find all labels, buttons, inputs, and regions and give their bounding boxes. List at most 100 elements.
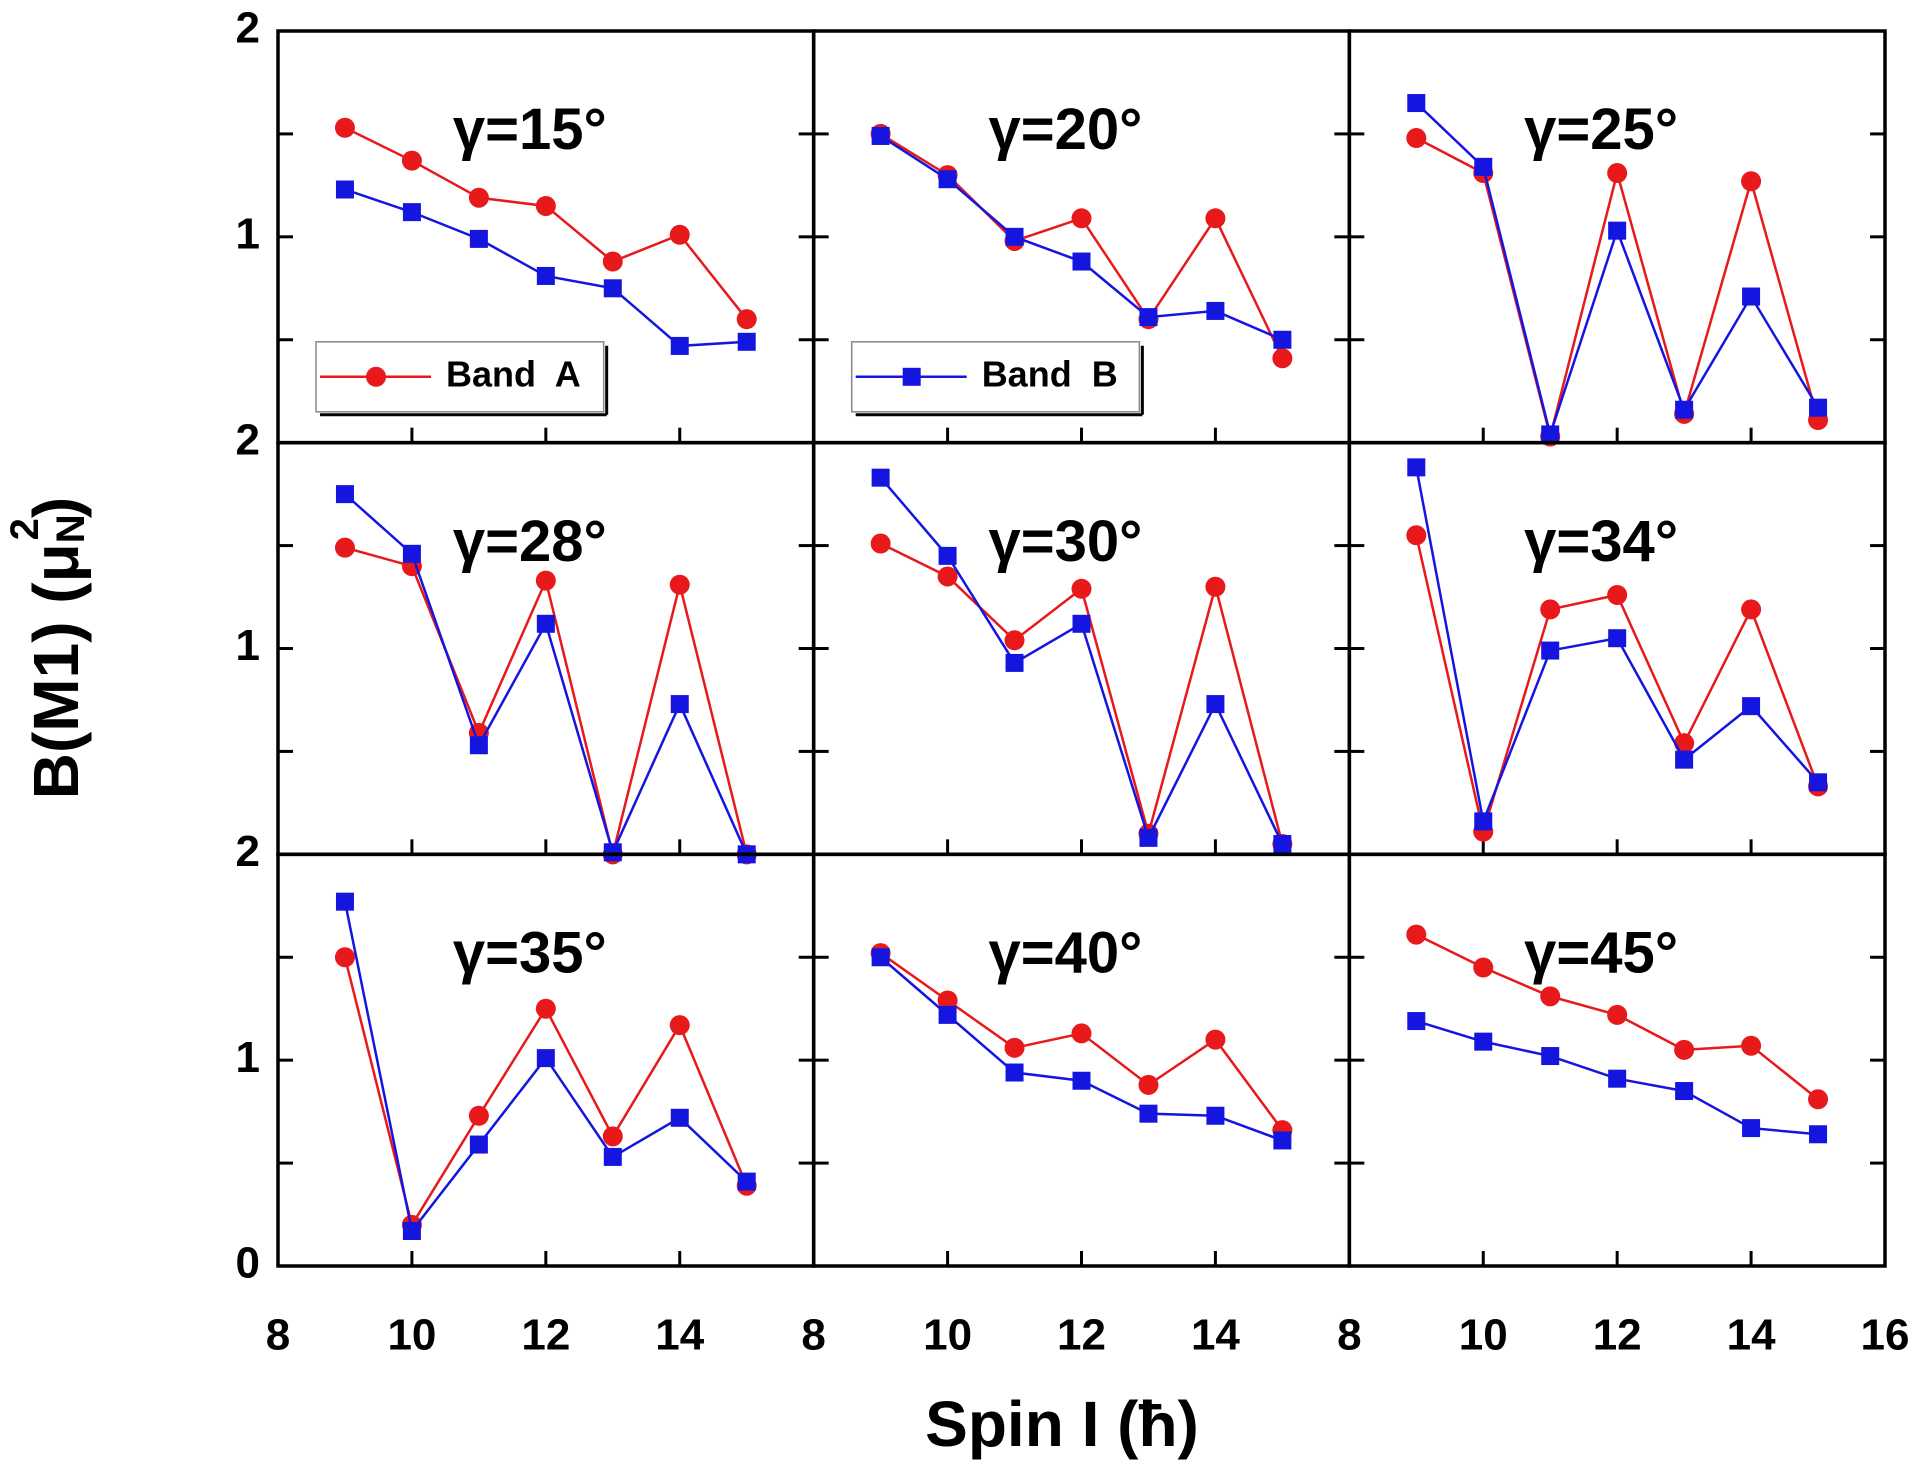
- y-label-text: B(M1) (μ: [20, 543, 92, 799]
- marker: [737, 1172, 756, 1191]
- marker: [1541, 425, 1560, 444]
- y-tick-label: 0: [236, 1239, 260, 1288]
- marker: [670, 1108, 689, 1127]
- marker: [469, 736, 488, 755]
- x-tick-label: 8: [1337, 1311, 1361, 1360]
- marker: [1205, 208, 1226, 229]
- marker: [1742, 697, 1761, 716]
- y-axis-label: B(M1) (μN2): [3, 497, 93, 799]
- marker: [1004, 630, 1025, 651]
- marker: [1071, 578, 1092, 599]
- marker: [334, 117, 355, 138]
- marker: [1205, 1029, 1226, 1050]
- legend-label: Band A: [446, 353, 581, 394]
- marker: [1139, 828, 1158, 847]
- marker: [1809, 398, 1828, 417]
- marker: [1139, 1104, 1158, 1123]
- legend-label: Band B: [982, 353, 1118, 394]
- marker: [669, 574, 690, 595]
- panel: γ=45° 8 10 12 14 16: [1337, 852, 1910, 1360]
- marker: [402, 1222, 421, 1241]
- marker: [1674, 733, 1695, 754]
- x-tick-label: 12: [1057, 1311, 1106, 1360]
- marker: [871, 126, 890, 145]
- x-tick-label: 16: [1861, 1311, 1910, 1360]
- marker: [603, 1147, 622, 1166]
- marker: [1742, 1119, 1761, 1138]
- marker: [1809, 1125, 1828, 1144]
- marker: [1474, 1032, 1493, 1051]
- panel-title: γ=25°: [1524, 97, 1678, 162]
- marker: [1675, 1082, 1694, 1101]
- marker: [335, 892, 354, 911]
- x-tick-label: 8: [801, 1311, 825, 1360]
- marker: [1071, 1023, 1092, 1044]
- marker: [1406, 525, 1427, 546]
- marker: [1139, 308, 1158, 327]
- x-tick-label: 14: [655, 1311, 704, 1360]
- marker: [938, 1005, 957, 1024]
- marker: [1741, 171, 1762, 192]
- marker: [1206, 1106, 1225, 1125]
- marker: [1540, 599, 1561, 620]
- panel-title: γ=34°: [1524, 509, 1678, 574]
- y-label-sub: N: [49, 514, 93, 543]
- marker: [1072, 1071, 1091, 1090]
- marker: [1407, 1012, 1426, 1031]
- marker: [1474, 157, 1493, 176]
- marker: [1005, 653, 1024, 672]
- marker: [603, 843, 622, 862]
- marker: [1205, 576, 1226, 597]
- marker: [536, 1049, 555, 1068]
- legend-marker: [366, 366, 387, 387]
- marker: [1138, 1074, 1159, 1095]
- marker: [670, 695, 689, 714]
- marker: [468, 187, 489, 208]
- marker: [1005, 227, 1024, 246]
- marker: [1541, 641, 1560, 660]
- marker: [1675, 750, 1694, 769]
- panel-title: γ=28°: [453, 509, 607, 574]
- panel-title: γ=35°: [453, 921, 607, 986]
- x-tick-label: 8: [266, 1311, 290, 1360]
- marker: [937, 566, 958, 587]
- panel-frame: [1347, 440, 1887, 857]
- marker: [1474, 812, 1493, 831]
- marker: [870, 533, 891, 554]
- marker: [1607, 163, 1628, 184]
- panel-title: γ=40°: [989, 921, 1143, 986]
- panel-title: γ=30°: [989, 509, 1143, 574]
- marker: [402, 544, 421, 563]
- marker: [1071, 208, 1092, 229]
- y-tick-label: 2: [236, 415, 260, 464]
- x-tick-label: 10: [1459, 1311, 1508, 1360]
- panel-frame: [1347, 852, 1887, 1268]
- marker: [1407, 94, 1426, 113]
- marker: [1406, 924, 1427, 945]
- y-tick-label: 1: [236, 209, 260, 258]
- series-line: [879, 132, 1284, 359]
- marker: [535, 570, 556, 591]
- marker: [871, 468, 890, 487]
- marker: [1406, 128, 1427, 149]
- marker: [602, 251, 623, 272]
- marker: [1407, 458, 1426, 477]
- marker: [1607, 1004, 1628, 1025]
- marker: [1607, 584, 1628, 605]
- marker: [335, 180, 354, 199]
- marker: [1741, 599, 1762, 620]
- marker: [1273, 835, 1292, 854]
- marker: [938, 546, 957, 565]
- marker: [401, 150, 422, 171]
- marker: [1072, 252, 1091, 271]
- marker: [1675, 400, 1694, 419]
- marker: [871, 948, 890, 967]
- y-tick-label: 2: [236, 4, 260, 53]
- panel: γ=15° 1 2 Band A: [236, 4, 816, 445]
- marker: [468, 1105, 489, 1126]
- y-label-end: ): [20, 497, 92, 518]
- marker: [1273, 1131, 1292, 1150]
- panel-frame: [811, 852, 1352, 1268]
- panel-title: γ=20°: [989, 97, 1143, 162]
